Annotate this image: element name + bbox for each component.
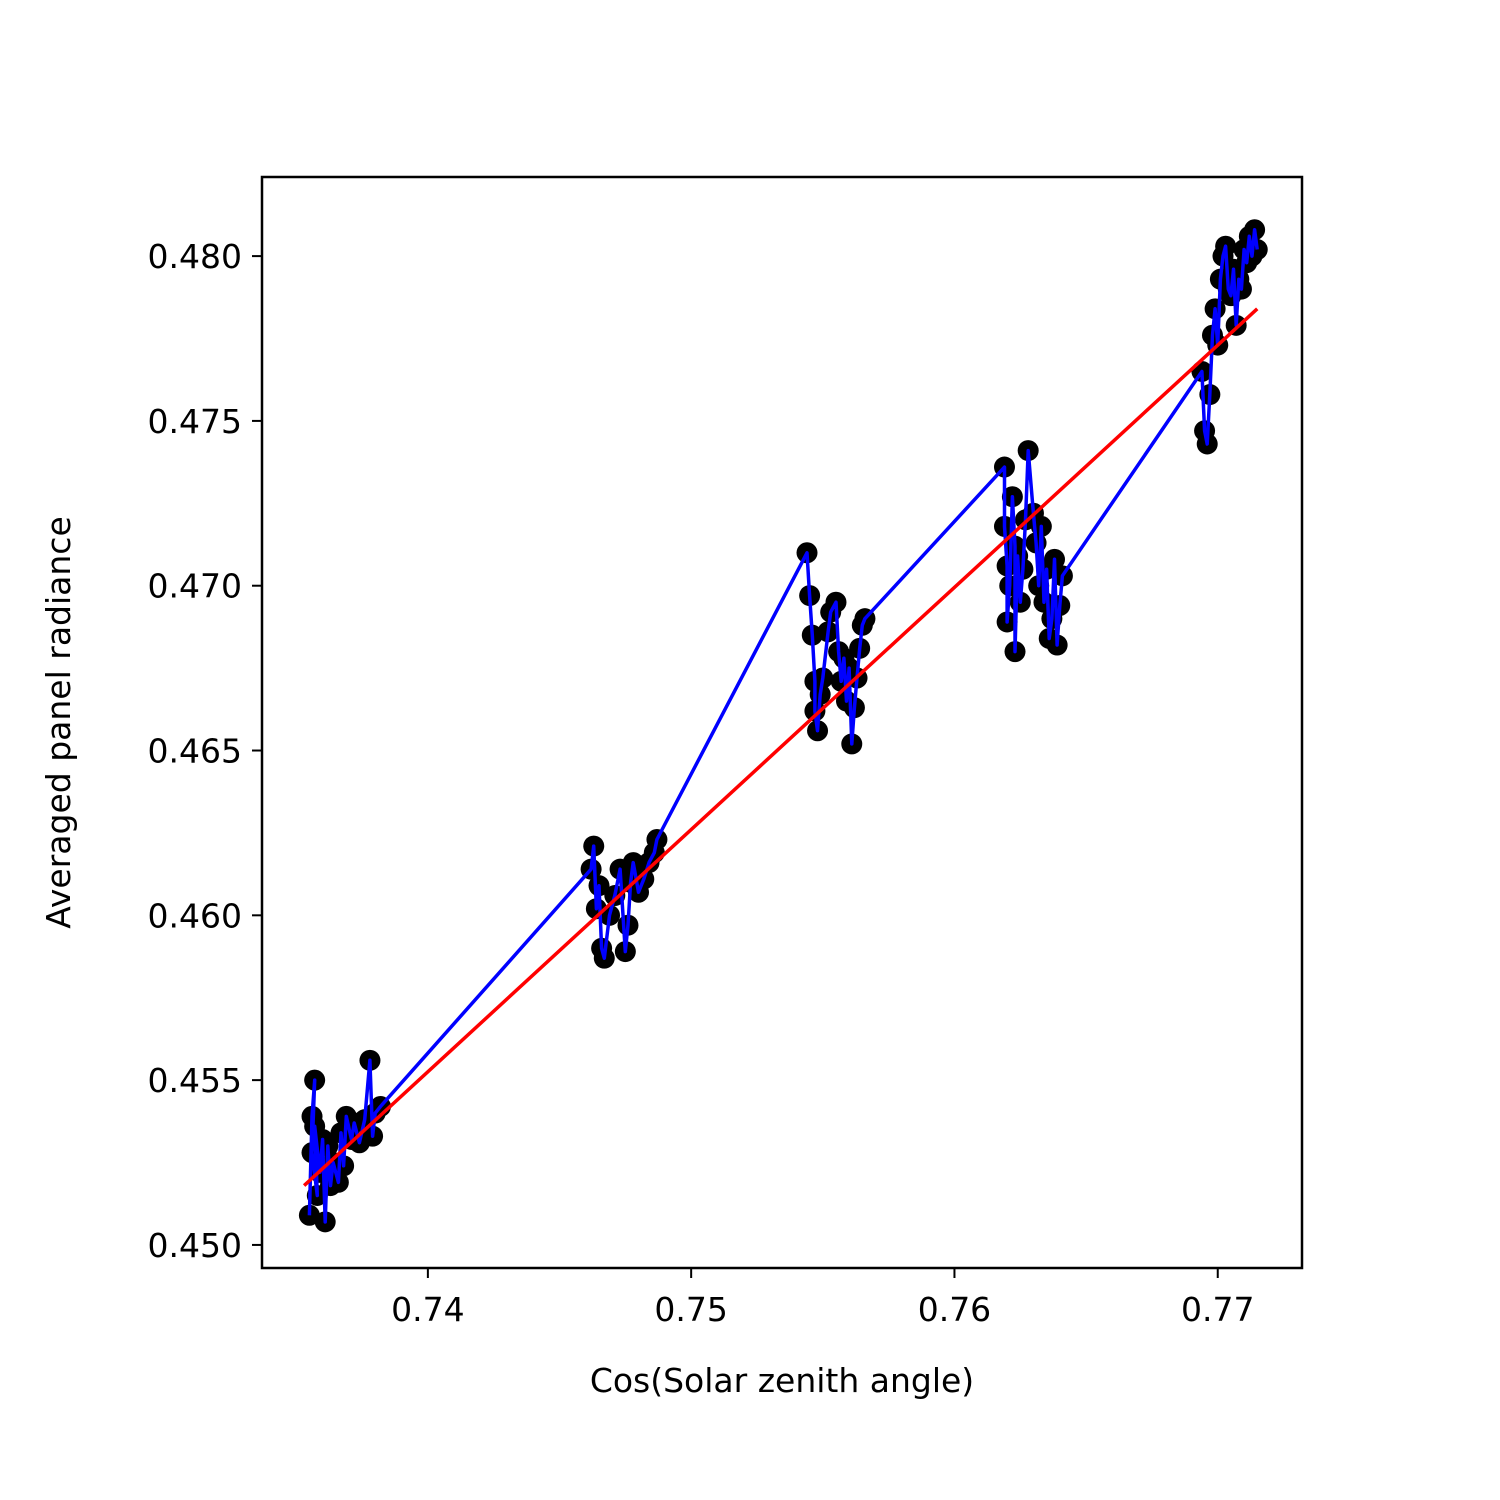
x-tick-label: 0.75 [654,1290,727,1329]
x-tick-label: 0.76 [918,1290,991,1329]
y-axis-label: Averaged panel radiance [39,516,78,928]
axis-ticks: 0.74 0.75 0.76 0.77 0.450 0.455 0.460 0.465 0.47… [148,237,1255,1329]
y-tick-label: 0.450 [148,1226,242,1265]
y-tick-label: 0.465 [148,732,242,771]
series-line [307,227,1259,1224]
x-tick-label: 0.74 [391,1290,464,1329]
plot-frame [260,175,1304,1270]
y-tick-label: 0.455 [148,1061,242,1100]
fit-line [302,307,1259,1187]
y-tick-label: 0.460 [148,896,242,935]
x-tick-label: 0.77 [1181,1290,1254,1329]
y-tick-label: 0.480 [148,237,242,276]
y-tick-label: 0.470 [148,567,242,606]
y-tick-label: 0.475 [148,402,242,441]
x-axis-label: Cos(Solar zenith angle) [590,1361,974,1400]
plot-area [298,219,1268,1233]
